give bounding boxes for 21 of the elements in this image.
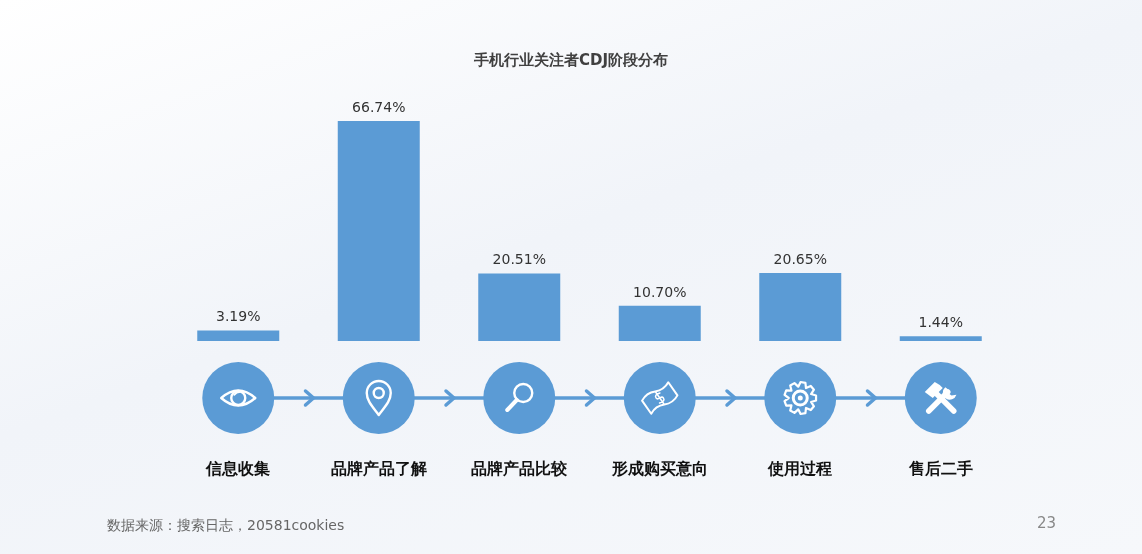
x-tick-label: 品牌产品了解 bbox=[330, 458, 427, 478]
bar bbox=[478, 273, 561, 341]
x-tick-label: 信息收集 bbox=[205, 458, 271, 478]
data-label: 20.65% bbox=[773, 250, 827, 267]
data-label: 20.51% bbox=[492, 251, 546, 268]
chart-title: 手机行业关注者CDJ阶段分布 bbox=[472, 50, 669, 69]
x-tick-label: 售后二手 bbox=[907, 458, 973, 478]
x-tick-label: 品牌产品比较 bbox=[471, 458, 569, 478]
bar bbox=[618, 305, 701, 341]
text: 23 bbox=[1036, 514, 1056, 532]
x-tick-label: 形成购买意向 bbox=[610, 458, 708, 478]
x-tick-label: 使用过程 bbox=[767, 458, 833, 478]
source-note: 数据来源：搜索日志，20581cookies bbox=[107, 517, 345, 535]
data-label: 1.44% bbox=[918, 314, 963, 331]
bar bbox=[759, 272, 842, 341]
data-label: 66.74% bbox=[352, 99, 406, 115]
data-label: 3.19% bbox=[216, 308, 261, 325]
bar bbox=[899, 336, 982, 341]
bar bbox=[337, 121, 420, 341]
data-label: 10.70% bbox=[633, 283, 687, 300]
bar bbox=[197, 330, 280, 341]
